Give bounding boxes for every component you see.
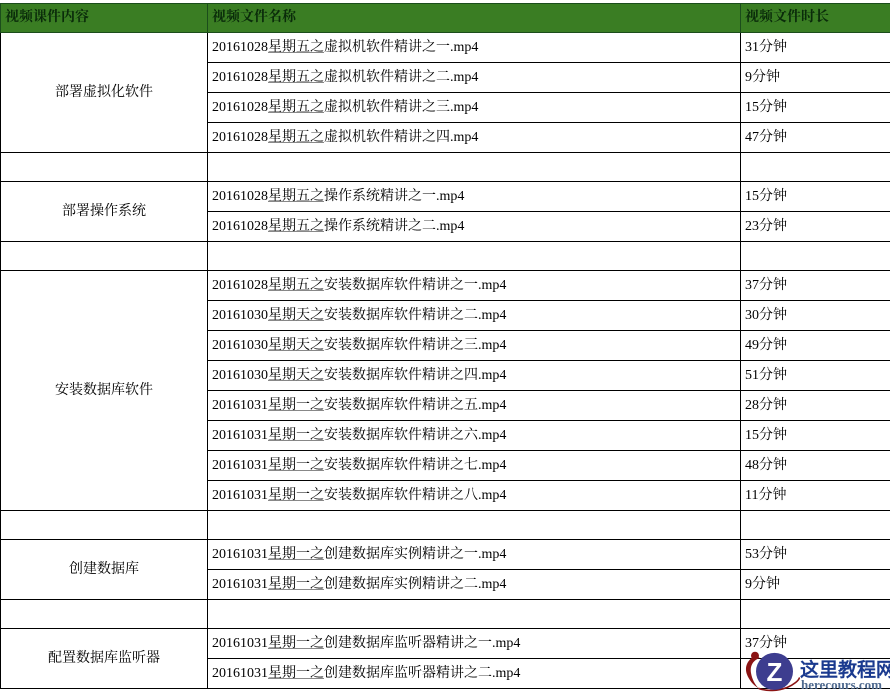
svg-text:herecours.com: herecours.com xyxy=(801,677,882,692)
svg-text:Z: Z xyxy=(767,657,783,687)
